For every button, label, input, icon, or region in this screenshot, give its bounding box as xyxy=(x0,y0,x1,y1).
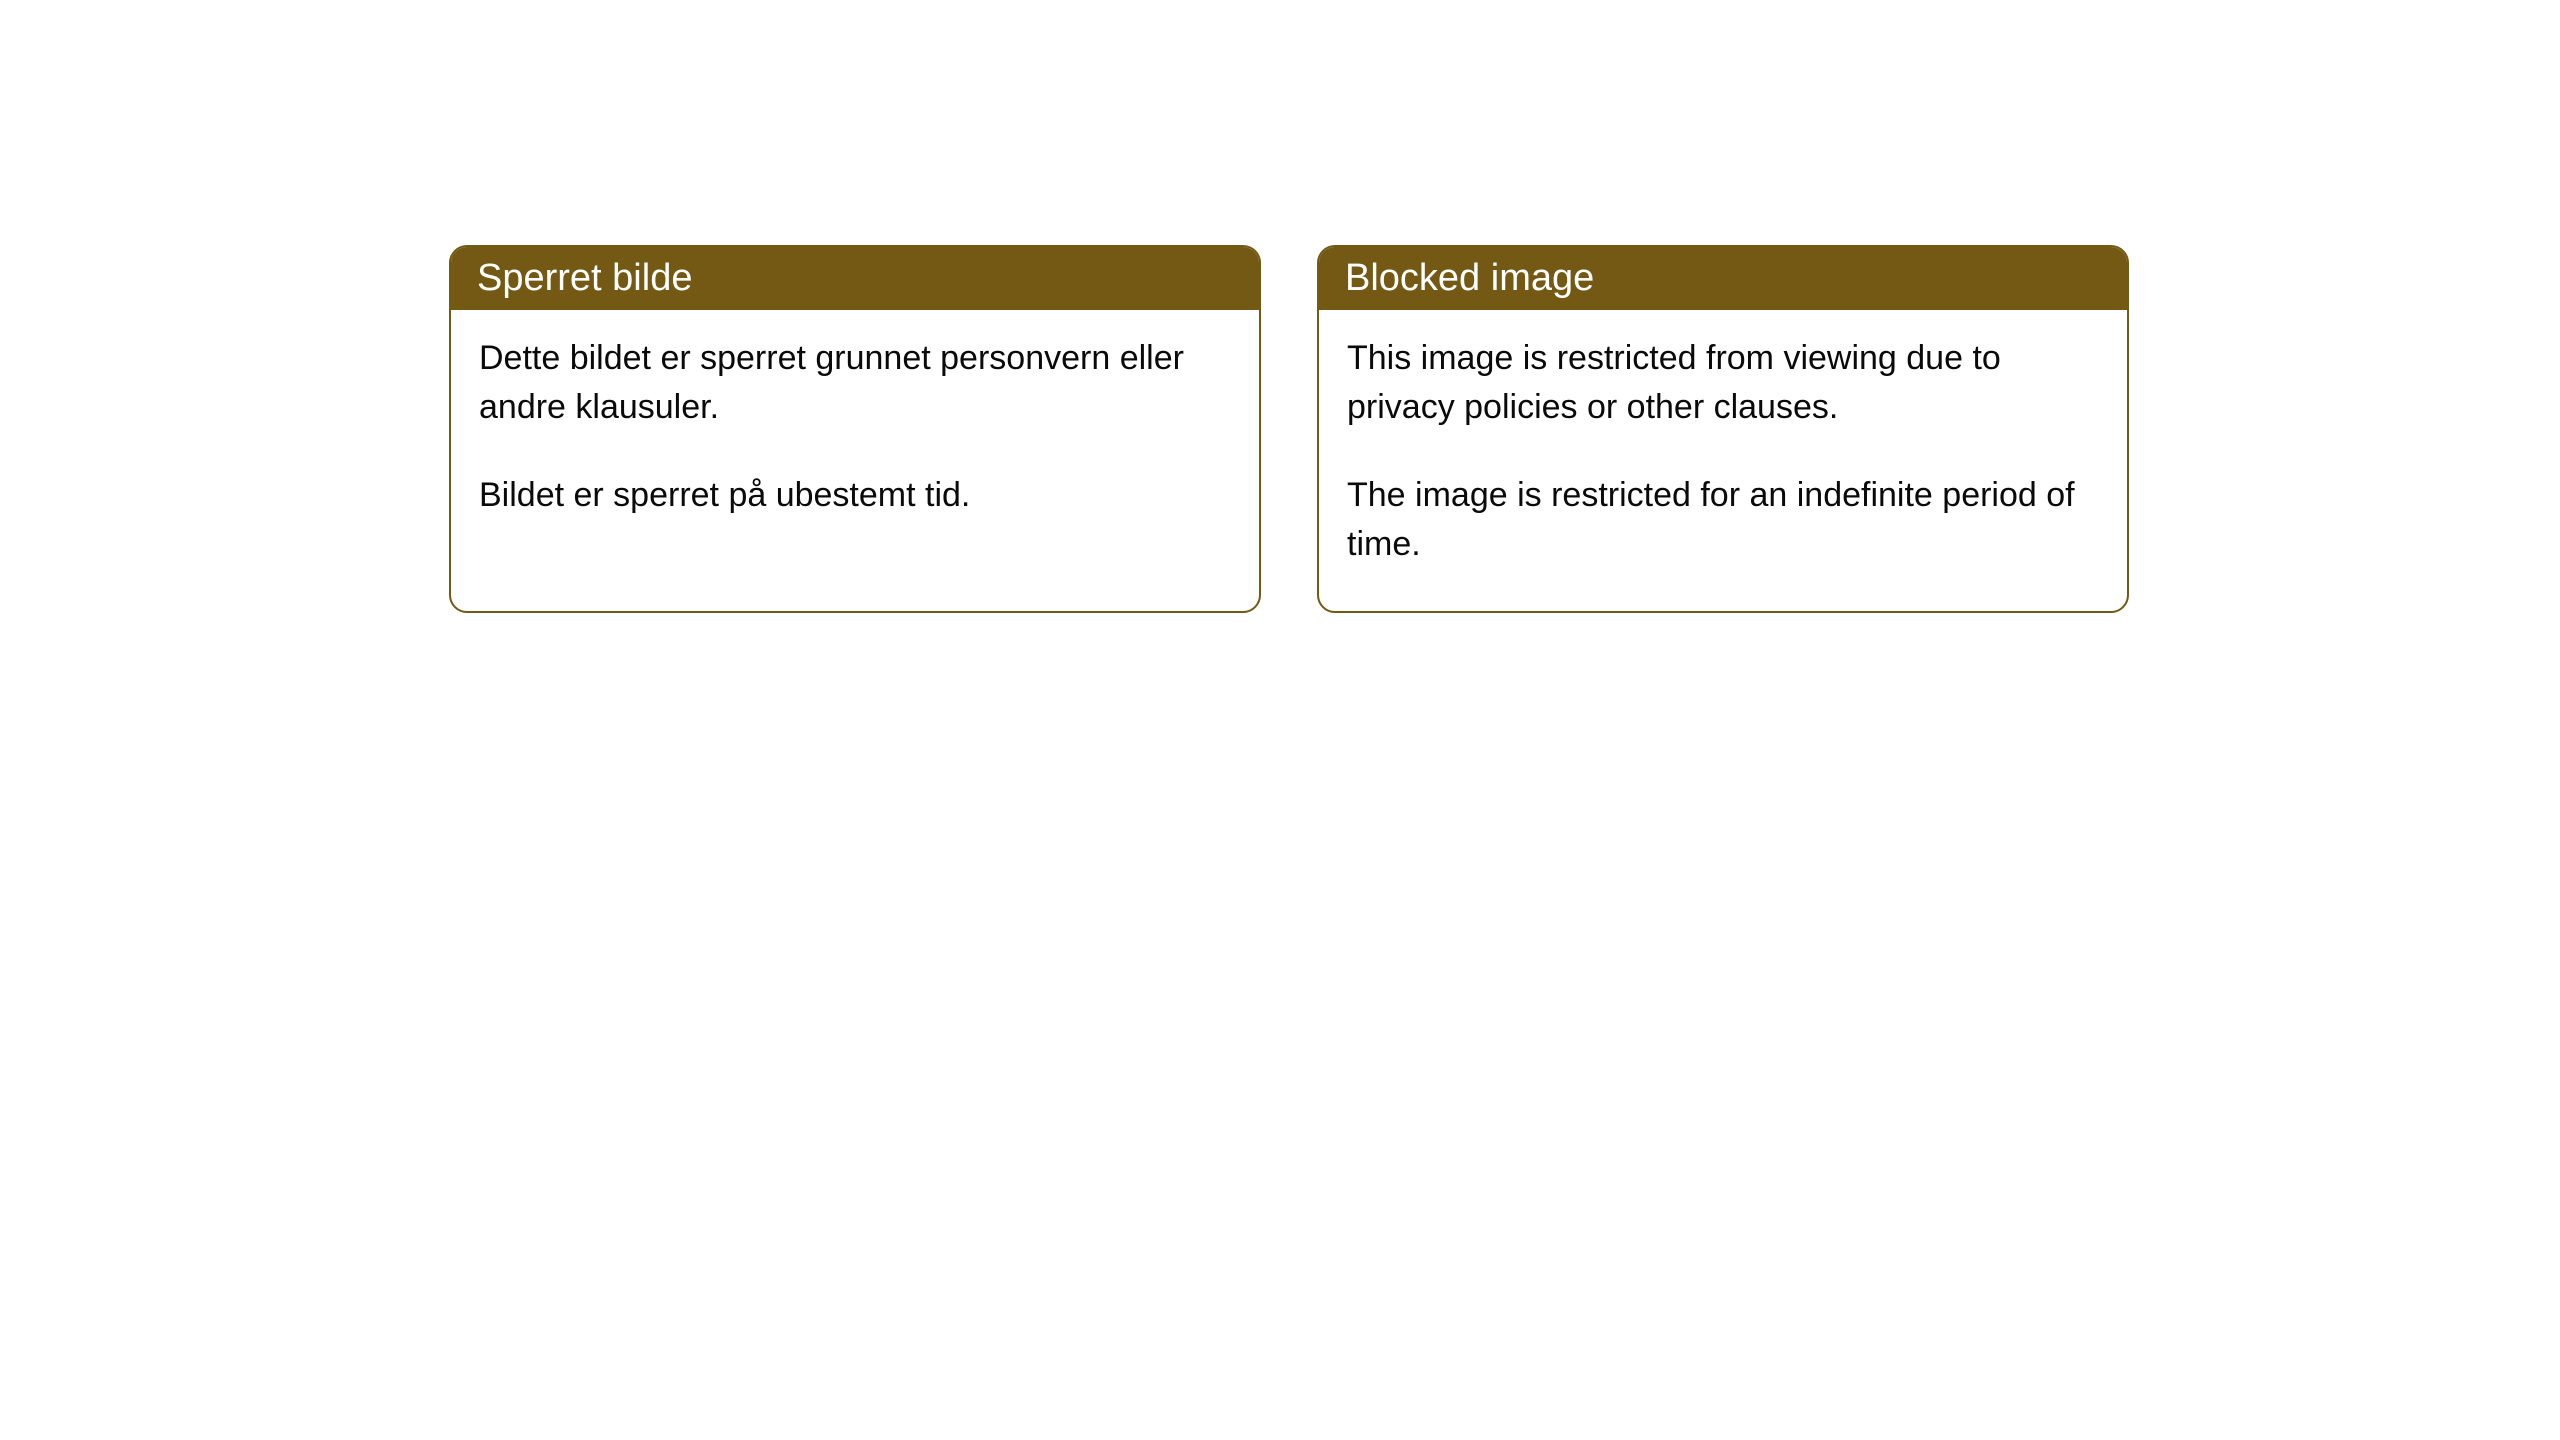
card-header-en: Blocked image xyxy=(1319,247,2127,310)
notice-paragraph-2-en: The image is restricted for an indefinit… xyxy=(1347,471,2099,570)
notice-paragraph-1-en: This image is restricted from viewing du… xyxy=(1347,334,2099,433)
blocked-image-card-no: Sperret bilde Dette bildet er sperret gr… xyxy=(449,245,1261,613)
notice-cards-container: Sperret bilde Dette bildet er sperret gr… xyxy=(449,245,2129,613)
card-body-en: This image is restricted from viewing du… xyxy=(1319,310,2127,611)
blocked-image-card-en: Blocked image This image is restricted f… xyxy=(1317,245,2129,613)
notice-paragraph-1-no: Dette bildet er sperret grunnet personve… xyxy=(479,334,1231,433)
card-header-no: Sperret bilde xyxy=(451,247,1259,310)
notice-paragraph-2-no: Bildet er sperret på ubestemt tid. xyxy=(479,471,1231,520)
card-body-no: Dette bildet er sperret grunnet personve… xyxy=(451,310,1259,562)
